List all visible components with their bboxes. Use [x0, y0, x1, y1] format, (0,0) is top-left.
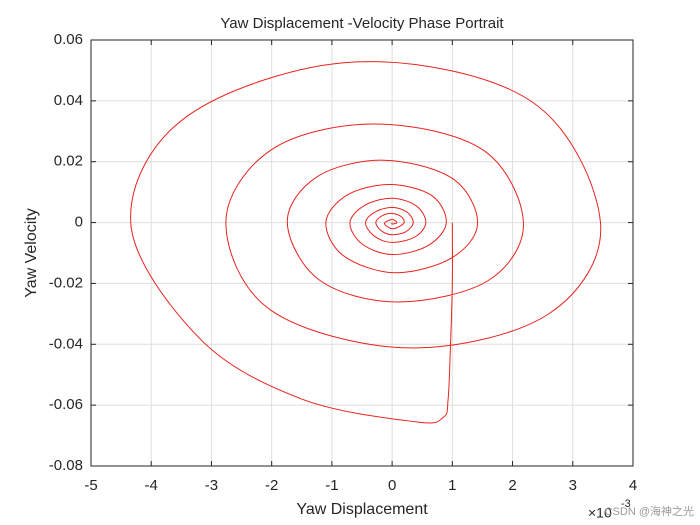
y-tick-label: 0.02: [54, 153, 83, 170]
chart-title: Yaw Displacement -Velocity Phase Portrai…: [220, 15, 504, 32]
x-tick-label: -2: [265, 477, 278, 494]
x-tick-label: -3: [205, 477, 218, 494]
line-series: [130, 61, 602, 424]
y-tick-label: 0.06: [54, 31, 83, 48]
x-tick-label: 0: [388, 477, 396, 494]
x-exponent: -3: [621, 498, 631, 510]
x-tick-label: -5: [84, 477, 97, 494]
x-tick-label: 3: [569, 477, 577, 494]
x-tick-label: 2: [508, 477, 516, 494]
y-tick-label: -0.08: [49, 457, 83, 474]
y-axis-label: Yaw Velocity: [23, 208, 40, 298]
y-tick-label: -0.02: [49, 274, 83, 291]
x-exponent-base: ×10: [588, 505, 612, 521]
x-axis-label: Yaw Displacement: [296, 501, 428, 518]
y-tick-label: 0.04: [54, 92, 83, 109]
y-tick-label: 0: [75, 214, 83, 231]
x-tick-label: 1: [448, 477, 456, 494]
y-tick-label: -0.06: [49, 396, 83, 413]
x-tick-label: 4: [629, 477, 637, 494]
watermark: CSDN @海神之光: [605, 504, 694, 518]
x-tick-label: -4: [145, 477, 158, 494]
plot-frame: [90, 39, 634, 467]
y-tick-label: -0.04: [49, 335, 83, 352]
x-tick-label: -1: [325, 477, 338, 494]
